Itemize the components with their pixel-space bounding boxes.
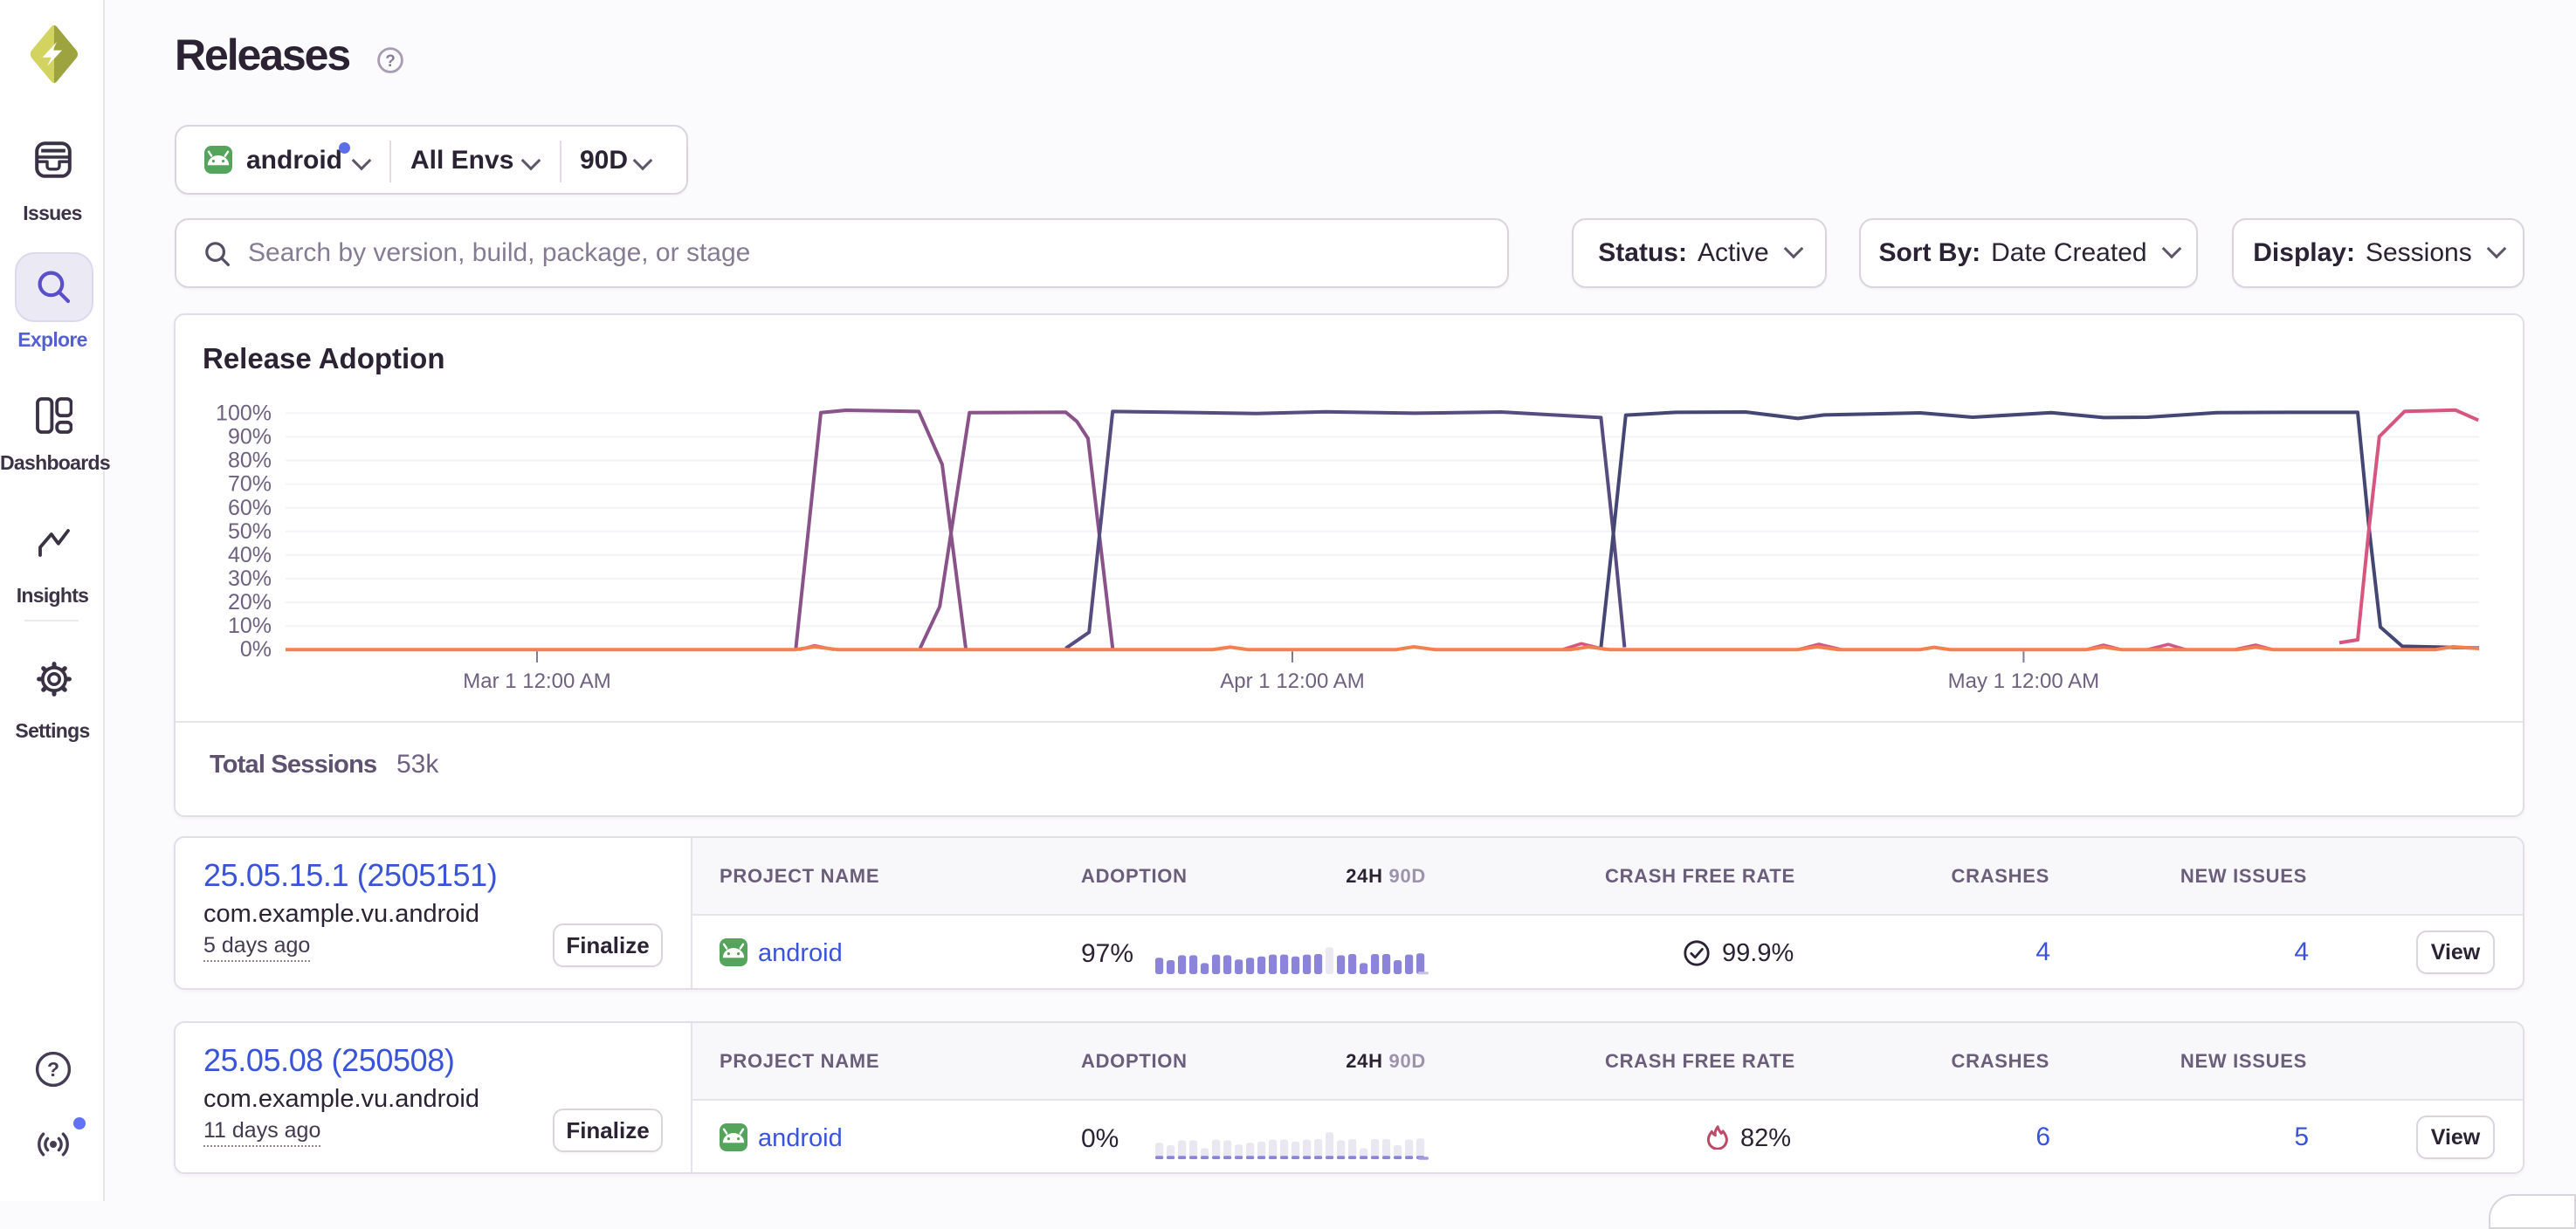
- svg-text:60%: 60%: [228, 496, 272, 520]
- svg-text:Mar 1 12:00 AM: Mar 1 12:00 AM: [463, 669, 610, 693]
- svg-text:10%: 10%: [228, 614, 272, 638]
- svg-text:30%: 30%: [228, 566, 272, 591]
- svg-text:80%: 80%: [228, 449, 272, 473]
- svg-text:?: ?: [385, 52, 396, 71]
- svg-text:70%: 70%: [228, 472, 272, 497]
- svg-text:May 1 12:00 AM: May 1 12:00 AM: [1948, 669, 2099, 693]
- svg-text:90%: 90%: [228, 424, 272, 449]
- svg-text:0%: 0%: [240, 637, 272, 662]
- svg-text:?: ?: [47, 1058, 59, 1081]
- svg-text:40%: 40%: [228, 543, 272, 567]
- svg-text:50%: 50%: [228, 519, 272, 544]
- svg-text:100%: 100%: [216, 401, 272, 425]
- svg-text:20%: 20%: [228, 590, 272, 614]
- svg-text:Apr 1 12:00 AM: Apr 1 12:00 AM: [1220, 669, 1364, 693]
